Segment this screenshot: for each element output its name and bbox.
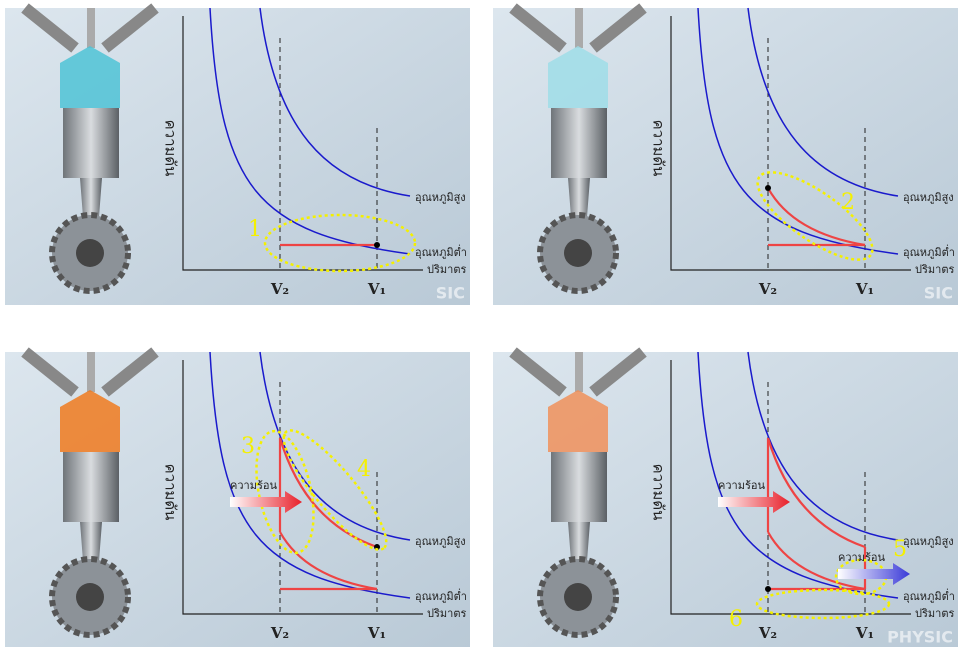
state-point xyxy=(765,185,771,191)
y-axis-label: ความดัน xyxy=(162,120,180,177)
spark-plug xyxy=(575,8,583,48)
x-axis-label: ปริมาตร xyxy=(915,263,954,276)
crank-hub xyxy=(564,239,592,267)
panel: ความดันปริมาตร อุณหภูมิสูงอุณหภูมิต่ำ V₂ V₁… xyxy=(5,8,470,305)
step-number: 6 xyxy=(729,607,743,632)
v2-label: V₂ xyxy=(270,280,289,298)
y-axis-label: ความดัน xyxy=(650,120,668,177)
step-number: 2 xyxy=(841,190,855,215)
spark-plug xyxy=(87,352,95,392)
low-temp-label: อุณหภูมิต่ำ xyxy=(903,588,955,603)
panel: ความดันปริมาตร อุณหภูมิสูงอุณหภูมิต่ำ V₂ V₁… xyxy=(5,352,470,647)
high-temp-label: อุณหภูมิสูง xyxy=(415,535,466,548)
low-temp-label: อุณหภูมิต่ำ xyxy=(415,588,467,603)
high-temp-label: อุณหภูมิสูง xyxy=(903,535,954,548)
step-number: 1 xyxy=(248,217,262,242)
high-temp-label: อุณหภูมิสูง xyxy=(415,191,466,204)
v2-label: V₂ xyxy=(758,624,777,642)
crank-hub xyxy=(564,583,592,611)
state-point xyxy=(374,242,380,248)
piston xyxy=(63,108,119,178)
heat-label: ความร้อน xyxy=(718,479,765,492)
v2-label: V₂ xyxy=(758,280,777,298)
watermark: PHYSIC xyxy=(887,628,953,647)
y-axis-label: ความดัน xyxy=(650,464,668,521)
step-number: 4 xyxy=(357,457,371,482)
low-temp-label: อุณหภูมิต่ำ xyxy=(415,244,467,259)
v1-label: V₁ xyxy=(855,280,874,298)
piston xyxy=(551,452,607,522)
step-number: 5 xyxy=(893,537,907,562)
piston xyxy=(63,452,119,522)
spark-plug xyxy=(575,352,583,392)
heat-label: ความร้อน xyxy=(838,551,885,564)
x-axis-label: ปริมาตร xyxy=(427,607,466,620)
piston xyxy=(551,108,607,178)
watermark: SIC xyxy=(436,284,465,303)
panel: ความดันปริมาตร อุณหภูมิสูงอุณหภูมิต่ำ V₂ V₁… xyxy=(493,8,958,305)
v1-label: V₁ xyxy=(367,280,386,298)
spark-plug xyxy=(87,8,95,48)
watermark: SIC xyxy=(924,284,953,303)
step-number: 3 xyxy=(241,434,255,459)
heat-label: ความร้อน xyxy=(230,479,277,492)
page: ความดันปริมาตรอุณหภูมิสูงอุณหภูมิต่ำV₂V₁… xyxy=(0,0,972,647)
x-axis-label: ปริมาตร xyxy=(427,263,466,276)
v2-label: V₂ xyxy=(270,624,289,642)
low-temp-label: อุณหภูมิต่ำ xyxy=(903,244,955,259)
x-axis-label: ปริมาตร xyxy=(915,607,954,620)
y-axis-label: ความดัน xyxy=(162,464,180,521)
v1-label: V₁ xyxy=(367,624,386,642)
v1-label: V₁ xyxy=(855,624,874,642)
panel: ความดันปริมาตร อุณหภูมิสูงอุณหภูมิต่ำ V₂ V₁… xyxy=(493,352,958,647)
crank-hub xyxy=(76,583,104,611)
crank-hub xyxy=(76,239,104,267)
high-temp-label: อุณหภูมิสูง xyxy=(903,191,954,204)
state-point xyxy=(765,586,771,592)
